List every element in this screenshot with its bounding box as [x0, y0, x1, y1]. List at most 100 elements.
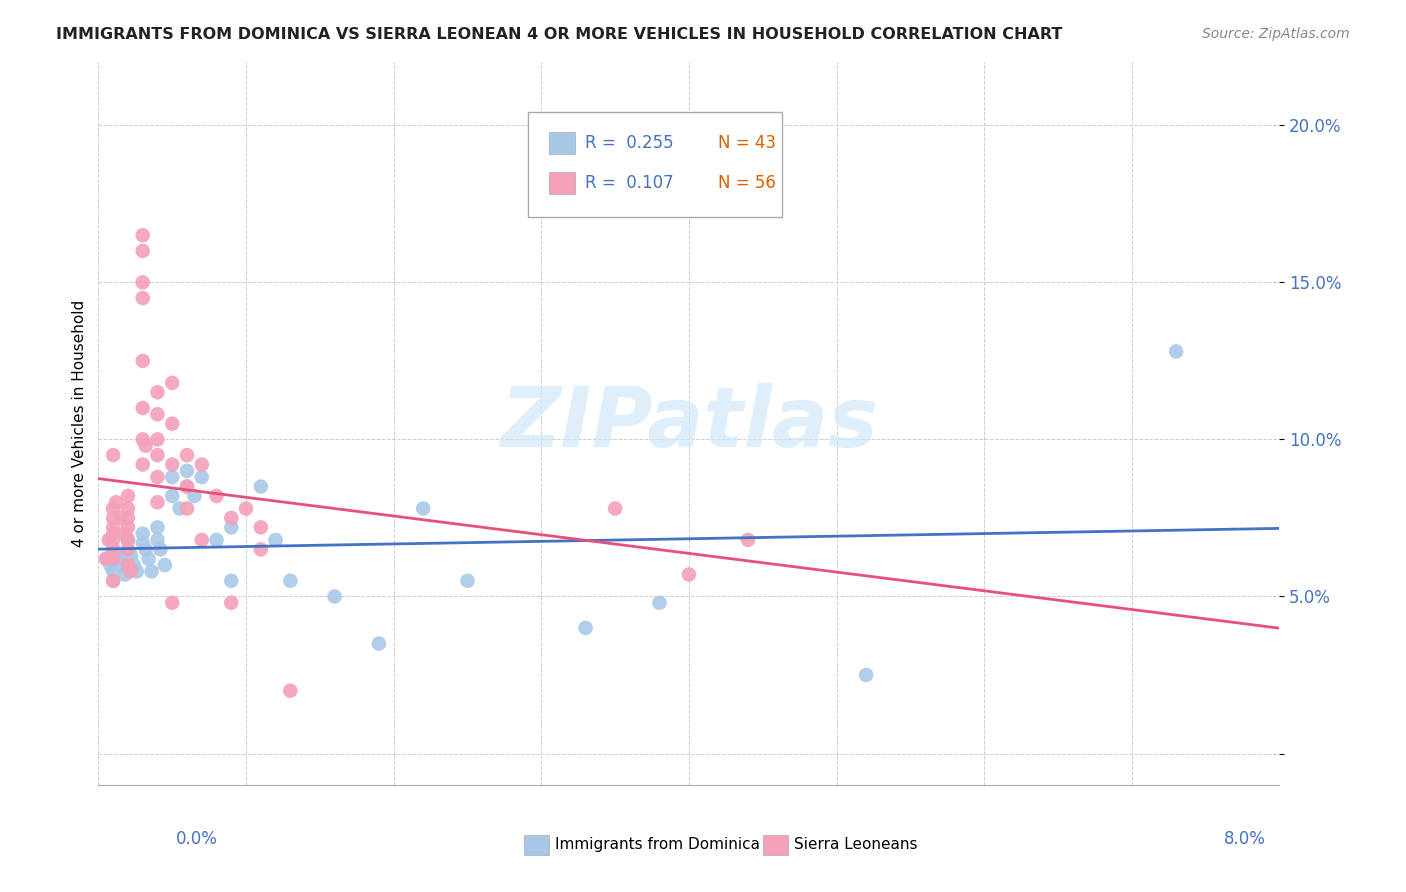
Point [103, 501, 125, 516]
Point [105, 545, 128, 559]
Point [678, 567, 700, 582]
Point [132, 354, 155, 368]
Point [1166, 344, 1188, 359]
Point [162, 417, 183, 431]
Point [368, 637, 391, 651]
Point [117, 533, 139, 547]
Point [191, 533, 214, 547]
Point [103, 520, 125, 534]
Point [146, 495, 169, 509]
Point [221, 596, 243, 610]
Text: N = 56: N = 56 [718, 174, 776, 192]
Point [457, 574, 479, 588]
Text: R =  0.255: R = 0.255 [585, 134, 673, 152]
Point [146, 407, 169, 421]
Point [176, 501, 198, 516]
Point [221, 520, 243, 534]
Point [132, 401, 155, 415]
Point [96, 551, 118, 566]
Text: 8.0%: 8.0% [1223, 830, 1265, 847]
Point [205, 489, 228, 503]
Point [605, 501, 627, 516]
Point [250, 479, 273, 493]
Point [117, 520, 139, 534]
Point [855, 668, 877, 682]
Point [132, 433, 155, 447]
Point [176, 479, 198, 493]
Point [94, 551, 117, 566]
Point [120, 549, 142, 563]
Text: Sierra Leoneans: Sierra Leoneans [793, 838, 917, 852]
Point [117, 542, 139, 557]
Point [146, 385, 169, 400]
Point [221, 574, 243, 588]
Point [103, 551, 125, 566]
Point [191, 458, 214, 472]
Point [149, 542, 172, 557]
Point [264, 533, 287, 547]
Point [146, 520, 169, 534]
Text: 0.0%: 0.0% [176, 830, 218, 847]
Point [205, 533, 228, 547]
Point [280, 683, 302, 698]
Point [412, 501, 434, 516]
Text: R =  0.107: R = 0.107 [585, 174, 673, 192]
Point [103, 574, 125, 588]
Point [575, 621, 598, 635]
Point [176, 464, 198, 478]
Point [105, 495, 128, 509]
Point [648, 596, 671, 610]
Point [103, 511, 125, 525]
Point [108, 551, 131, 566]
Text: Source: ZipAtlas.com: Source: ZipAtlas.com [1202, 27, 1350, 41]
Point [250, 542, 273, 557]
Point [122, 558, 145, 572]
Point [103, 533, 125, 547]
Point [162, 458, 183, 472]
Point [162, 489, 183, 503]
Point [146, 470, 169, 484]
Point [132, 458, 155, 472]
Point [132, 291, 155, 305]
Point [114, 567, 136, 582]
Point [103, 565, 125, 579]
Point [97, 533, 120, 547]
Text: N = 43: N = 43 [718, 134, 776, 152]
Point [737, 533, 759, 547]
Point [221, 511, 243, 525]
Y-axis label: 4 or more Vehicles in Household: 4 or more Vehicles in Household [72, 300, 87, 548]
Point [117, 489, 139, 503]
Point [280, 574, 302, 588]
Point [162, 470, 183, 484]
Point [132, 244, 155, 258]
Point [111, 558, 134, 572]
Text: Immigrants from Dominica: Immigrants from Dominica [554, 838, 759, 852]
Point [146, 433, 169, 447]
Point [117, 511, 139, 525]
Point [103, 542, 125, 557]
Point [169, 501, 191, 516]
Point [120, 565, 142, 579]
Point [135, 542, 157, 557]
Point [162, 596, 183, 610]
Point [132, 526, 155, 541]
Point [117, 501, 139, 516]
Point [235, 501, 257, 516]
Point [141, 565, 163, 579]
Point [103, 574, 125, 588]
Point [183, 489, 205, 503]
Point [323, 590, 346, 604]
Point [162, 376, 183, 390]
Point [117, 542, 139, 557]
Point [132, 276, 155, 290]
Point [125, 565, 148, 579]
Point [250, 520, 273, 534]
Point [132, 536, 155, 550]
Point [110, 511, 132, 525]
Point [117, 558, 139, 572]
Point [176, 448, 198, 462]
Point [191, 470, 214, 484]
Point [114, 526, 136, 541]
Point [98, 558, 121, 572]
Text: IMMIGRANTS FROM DOMINICA VS SIERRA LEONEAN 4 OR MORE VEHICLES IN HOUSEHOLD CORRE: IMMIGRANTS FROM DOMINICA VS SIERRA LEONE… [56, 27, 1063, 42]
